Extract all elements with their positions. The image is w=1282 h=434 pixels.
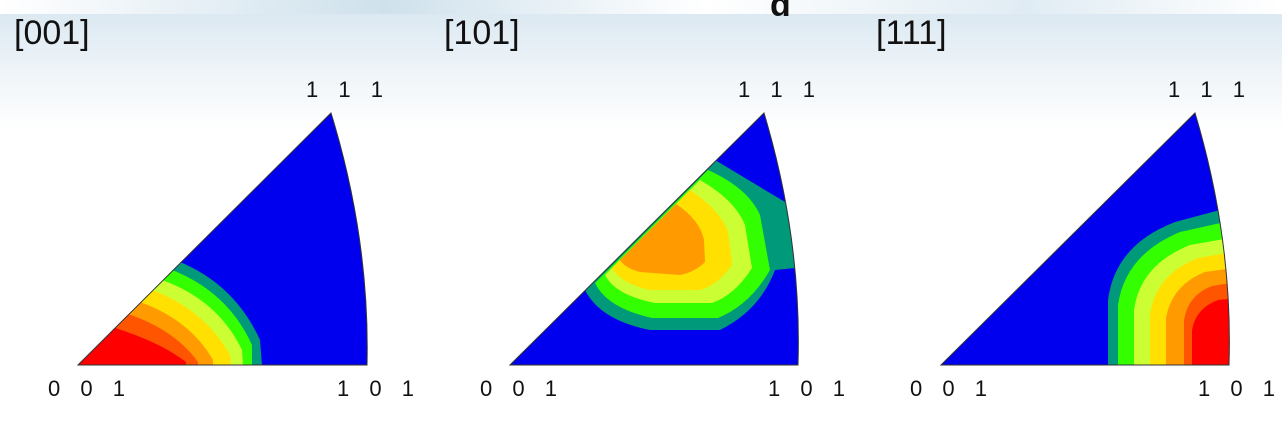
panel-title-001: [001] (14, 14, 90, 52)
pole-label-101: 1 0 1 (337, 376, 421, 401)
contour-level-5 (620, 204, 705, 275)
ipf-panel-001 (78, 113, 368, 365)
pole-label-001: 0 0 1 (480, 376, 564, 401)
clipped-figure-title: g (770, 0, 890, 16)
panel-title-111: [111] (876, 14, 947, 52)
contour-level-7 (78, 328, 186, 365)
pole-label-111: 1 1 1 (738, 77, 822, 102)
header-gradient-strip (0, 0, 1282, 14)
pole-label-101: 1 0 1 (1198, 376, 1282, 401)
pole-label-001: 0 0 1 (48, 376, 132, 401)
ipf-panel-101 (510, 113, 799, 365)
pole-label-101: 1 0 1 (768, 376, 852, 401)
ipf-outline-001 (76, 112, 368, 366)
ipf-outline-111 (939, 112, 1230, 366)
pole-label-111: 1 1 1 (306, 77, 390, 102)
pole-label-111: 1 1 1 (1168, 77, 1252, 102)
contour-level-7 (1192, 298, 1230, 365)
panel-title-101: [101] (444, 14, 520, 52)
pole-label-001: 0 0 1 (910, 376, 994, 401)
ipf-outline-101 (508, 112, 799, 366)
ipf-panel-111 (941, 113, 1230, 365)
